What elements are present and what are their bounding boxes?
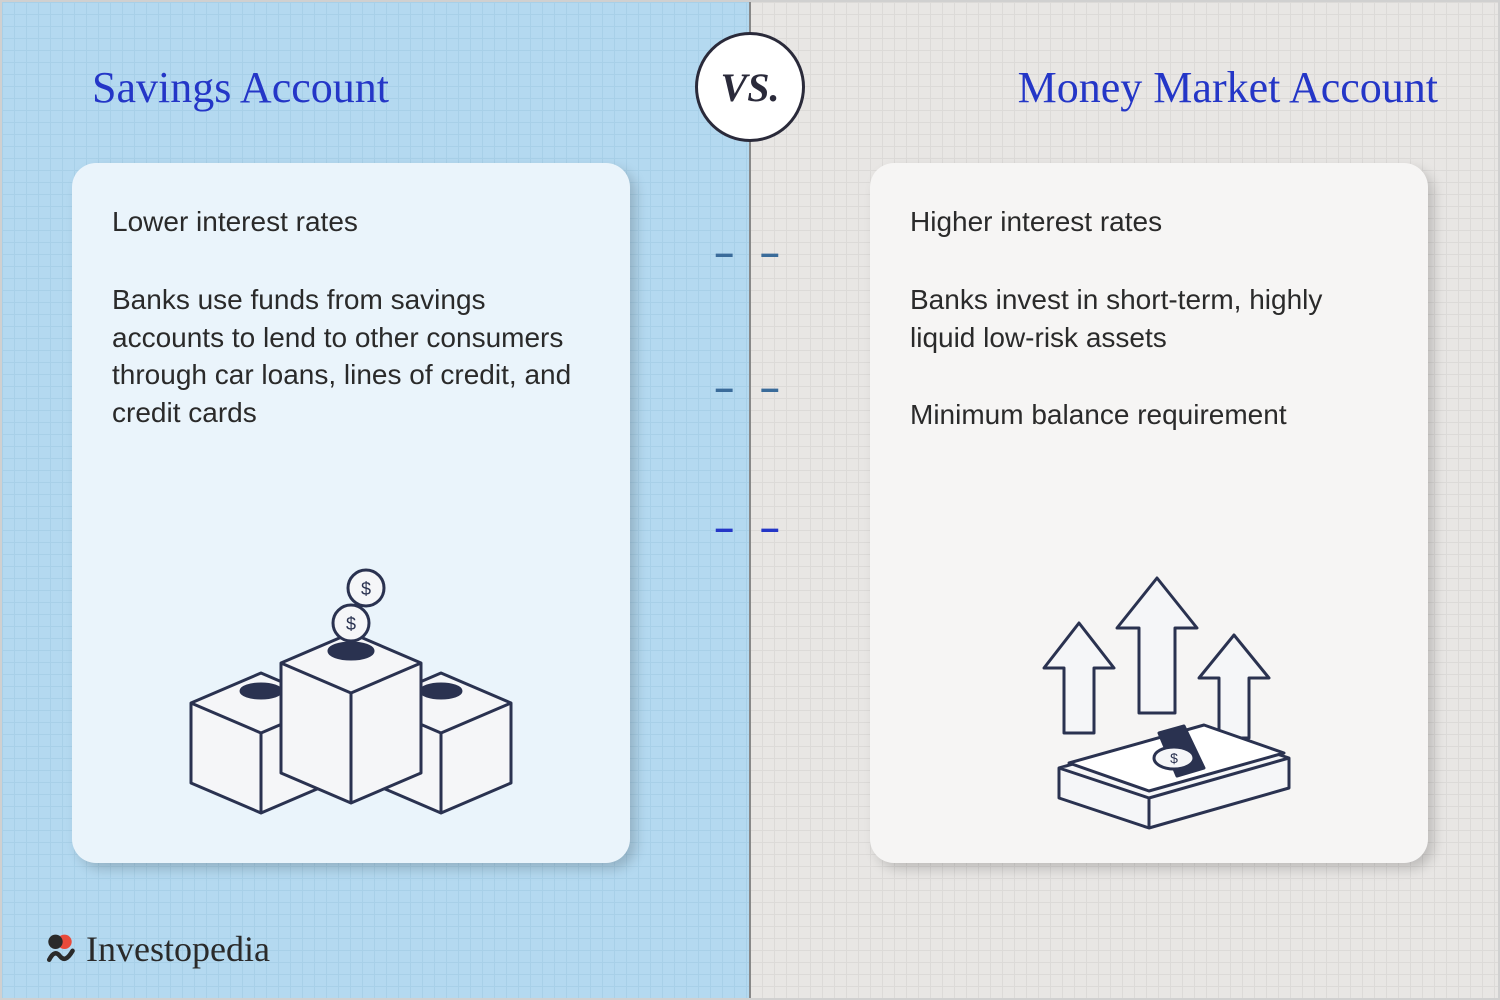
right-bullet: Higher interest rates — [910, 203, 1388, 241]
brand-name: Investopedia — [86, 928, 270, 970]
comparison-infographic: VS. – – – – – – Savings Account Lower in… — [0, 0, 1500, 1000]
left-title: Savings Account — [52, 62, 700, 113]
svg-text:$: $ — [361, 579, 371, 599]
piggy-boxes-icon: $ $ — [171, 553, 531, 833]
right-panel: Money Market Account Higher interest rat… — [750, 2, 1498, 998]
connector-dash: – – — [716, 512, 785, 545]
right-title: Money Market Account — [800, 62, 1448, 113]
brand-logo: Investopedia — [42, 928, 270, 970]
center-divider — [749, 2, 751, 998]
investopedia-logo-icon — [42, 931, 78, 967]
connector-dash: – – — [716, 237, 785, 270]
svg-text:$: $ — [1170, 750, 1178, 766]
money-arrows-icon: $ — [969, 573, 1329, 833]
right-card: Higher interest rates Banks invest in sh… — [870, 163, 1428, 863]
right-bullet: Banks invest in short-term, highly liqui… — [910, 281, 1388, 357]
left-bullet: Banks use funds from savings accounts to… — [112, 281, 590, 432]
vs-badge: VS. — [695, 32, 805, 142]
left-card: Lower interest rates Banks use funds fro… — [72, 163, 630, 863]
svg-text:$: $ — [346, 614, 356, 634]
left-panel: Savings Account Lower interest rates Ban… — [2, 2, 750, 998]
left-bullet: Lower interest rates — [112, 203, 590, 241]
right-bullet: Minimum balance requirement — [910, 396, 1388, 434]
connector-dash: – – — [716, 372, 785, 405]
